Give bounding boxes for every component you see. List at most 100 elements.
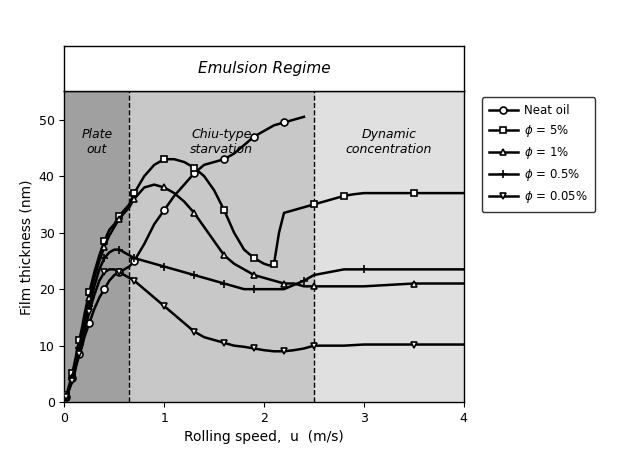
$\phi$ = 0.5% <box>280 287 288 292</box>
Neat oil <box>240 142 248 148</box>
Bar <box>129 91 314 402</box>
Neat oil <box>270 122 278 128</box>
$\phi$ = 0.05% <box>170 312 178 317</box>
$\phi$ = 0.05% <box>310 343 317 348</box>
$\phi$ = 0.05% <box>300 346 308 351</box>
$\phi$ = 1% <box>75 343 83 348</box>
$\phi$ = 0.05% <box>191 329 198 334</box>
$\phi$ = 0.05% <box>240 344 248 350</box>
$\phi$ = 0.05% <box>140 287 148 292</box>
Neat oil <box>68 375 76 381</box>
$\phi$ = 0.05% <box>86 309 93 314</box>
$\phi$ = 0.5% <box>360 266 368 272</box>
Neat oil <box>191 170 198 176</box>
Neat oil <box>130 258 138 264</box>
$\phi$ = 5% <box>120 207 128 213</box>
$\phi$ = 5% <box>90 270 98 275</box>
$\phi$ = 0.5% <box>410 266 417 272</box>
$\phi$ = 5% <box>66 378 74 383</box>
Neat oil <box>200 162 208 168</box>
$\phi$ = 5% <box>62 393 70 398</box>
$\phi$ = 1% <box>106 233 113 238</box>
$\phi$ = 0.5% <box>220 281 228 286</box>
$\phi$ = 1% <box>280 281 288 286</box>
Text: Plate
out: Plate out <box>81 128 113 156</box>
$\phi$ = 0.5% <box>210 278 218 283</box>
$\phi$ = 0.05% <box>75 351 83 357</box>
$\phi$ = 5% <box>310 202 317 207</box>
$\phi$ = 1% <box>460 281 468 286</box>
$\phi$ = 5% <box>460 191 468 196</box>
$\phi$ = 5% <box>360 191 368 196</box>
$\phi$ = 0.5% <box>86 303 93 309</box>
Neat oil <box>73 360 80 365</box>
$\phi$ = 0.5% <box>240 287 248 292</box>
Bar <box>64 91 129 402</box>
$\phi$ = 5% <box>86 289 93 295</box>
$\phi$ = 5% <box>231 230 238 235</box>
$\phi$ = 0.05% <box>62 394 70 399</box>
$\phi$ = 0.05% <box>111 266 118 272</box>
$\phi$ = 5% <box>340 193 348 199</box>
$\phi$ = 0.5% <box>62 394 70 399</box>
Neat oil <box>106 278 113 283</box>
Neat oil <box>140 241 148 247</box>
$\phi$ = 5% <box>126 202 133 207</box>
$\phi$ = 1% <box>115 216 123 221</box>
$\phi$ = 0.05% <box>200 335 208 340</box>
Neat oil <box>120 266 128 272</box>
$\phi$ = 1% <box>360 284 368 289</box>
Text: Emulsion Regime: Emulsion Regime <box>198 61 330 76</box>
$\phi$ = 5% <box>350 191 357 197</box>
$\phi$ = 0.5% <box>120 250 128 255</box>
Neat oil <box>95 295 103 300</box>
Line: Neat oil: Neat oil <box>63 113 307 400</box>
$\phi$ = 1% <box>80 318 88 323</box>
Neat oil <box>115 270 123 275</box>
$\phi$ = 0.05% <box>106 266 113 272</box>
$\phi$ = 0.5% <box>100 255 108 261</box>
$\phi$ = 1% <box>200 224 208 230</box>
$\phi$ = 1% <box>95 258 103 264</box>
Neat oil <box>231 151 238 156</box>
$\phi$ = 5% <box>410 191 417 196</box>
$\phi$ = 5% <box>275 230 283 235</box>
$\phi$ = 0.5% <box>310 272 317 278</box>
$\phi$ = 0.5% <box>260 287 268 292</box>
$\phi$ = 0.05% <box>290 347 298 353</box>
$\phi$ = 0.5% <box>140 258 148 264</box>
$\phi$ = 0.5% <box>300 278 308 283</box>
$\phi$ = 5% <box>191 165 198 170</box>
$\phi$ = 1% <box>90 275 98 281</box>
$\phi$ = 0.05% <box>79 340 86 345</box>
$\phi$ = 0.5% <box>160 264 168 269</box>
$\phi$ = 5% <box>80 312 88 317</box>
$\phi$ = 5% <box>106 227 113 233</box>
$\phi$ = 0.5% <box>79 335 86 340</box>
Neat oil <box>210 159 218 165</box>
$\phi$ = 0.05% <box>220 340 228 345</box>
$\phi$ = 0.5% <box>75 346 83 351</box>
$\phi$ = 1% <box>66 381 74 387</box>
$\phi$ = 0.5% <box>115 247 123 252</box>
$\phi$ = 0.5% <box>231 284 238 289</box>
$\phi$ = 0.5% <box>64 388 72 393</box>
$\phi$ = 5% <box>265 263 273 268</box>
$\phi$ = 5% <box>130 191 138 196</box>
$\phi$ = 1% <box>120 210 128 216</box>
$\phi$ = 0.5% <box>80 323 88 329</box>
$\phi$ = 0.05% <box>120 272 128 278</box>
$\phi$ = 0.05% <box>210 337 218 343</box>
Neat oil <box>180 182 188 187</box>
$\phi$ = 5% <box>150 162 158 168</box>
$\phi$ = 0.05% <box>250 346 258 351</box>
$\phi$ = 1% <box>270 278 278 283</box>
$\phi$ = 5% <box>160 156 168 162</box>
$\phi$ = 0.05% <box>73 363 80 368</box>
$\phi$ = 0.5% <box>170 266 178 272</box>
$\phi$ = 5% <box>330 196 337 202</box>
$\phi$ = 0.05% <box>410 342 417 347</box>
$\phi$ = 0.05% <box>71 371 79 377</box>
$\phi$ = 5% <box>320 199 328 204</box>
Neat oil <box>260 128 268 134</box>
